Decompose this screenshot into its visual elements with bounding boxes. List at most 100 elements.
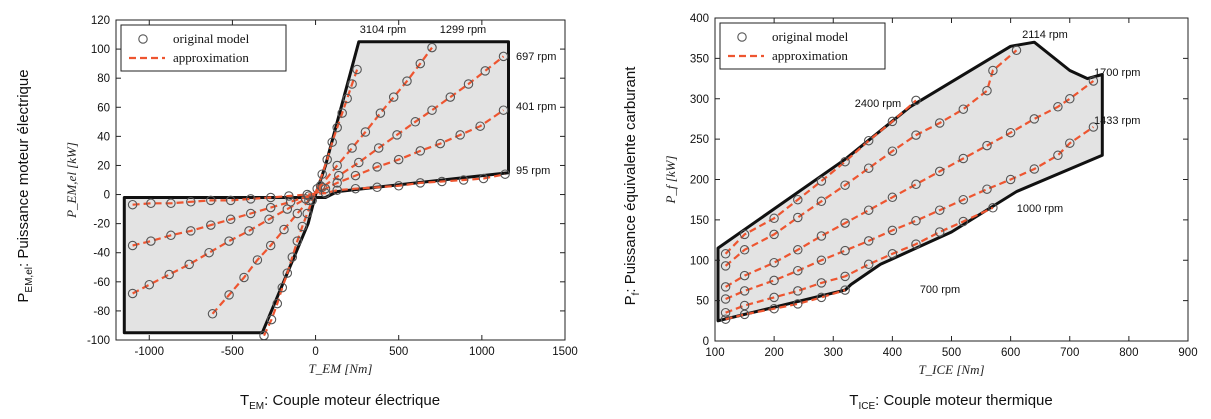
series-1000-rpm [720,203,998,318]
data-point [300,194,311,204]
outer-y-label: Pf: Puissance équivalente carburant [622,66,642,306]
data-point [1005,174,1016,185]
data-point [911,95,921,106]
data-point [265,202,276,213]
data-point [292,208,303,219]
data-point [475,121,485,131]
series-1299-rpm [207,42,437,319]
data-point [1065,94,1075,104]
y-tick-label: 200 [690,175,709,187]
data-point [285,197,296,207]
data-point [958,216,969,227]
data-point [793,212,803,223]
series-2114-rpm [720,45,1022,271]
data-point [127,240,138,251]
data-point [887,116,898,127]
rpm-label: 1700 rpm [1094,67,1140,79]
data-point [769,229,779,240]
data-point [272,298,283,309]
outer-x-label: TICE: Couple moteur thermique [849,392,1052,412]
data-point [437,176,447,187]
data-point [958,153,969,164]
data-point [284,191,294,201]
data-point [206,220,216,230]
data-point [292,236,303,246]
y-tick-label: 120 [91,15,110,27]
data-point [478,173,489,184]
outer-x-label: TEM: Couple moteur électrique [240,392,440,412]
data-point [739,286,750,296]
data-point [840,218,850,228]
series-1700-rpm [720,76,1099,292]
series-697-rpm [127,51,509,299]
data-point [245,208,256,219]
x-tick-label: 900 [1178,347,1197,359]
data-point [164,269,174,280]
rpm-label: 95 rpm [516,165,550,177]
x-tick-label: 500 [942,347,961,359]
data-point [1005,127,1016,138]
x-axis-label: T_EM [Nm] [309,361,373,376]
data-point [793,265,803,276]
data-point [352,64,362,75]
y-tick-label: 0 [104,190,110,202]
axes-frame [115,19,566,341]
data-point [388,92,399,102]
data-point [887,225,898,236]
y-tick-label: 50 [696,296,709,308]
data-point [225,214,236,225]
data-point [184,259,194,270]
data-point [427,42,437,53]
rpm-label: 697 rpm [516,51,556,63]
data-point [225,195,236,206]
data-point [332,185,342,195]
data-point [372,182,382,193]
data-point [375,108,386,118]
data-point [840,285,850,295]
chart-2: 100 200 300 400 500 600 700 800 900 0 50 100 150 200 2… [622,13,1198,412]
data-point [863,236,874,246]
data-point [720,314,731,324]
data-point [982,85,992,96]
legend-box [120,24,287,72]
data-point [347,143,357,153]
data-point [415,58,426,69]
data-point [402,76,412,86]
data-point [146,236,156,246]
data-point [317,169,327,179]
approximation-line [725,80,1095,288]
x-tick-label: 200 [765,347,784,359]
data-point [186,197,196,207]
data-point [463,79,474,89]
x-tick-label: 600 [1001,347,1020,359]
data-point [302,208,312,219]
data-point [146,198,156,209]
data-point [816,255,827,266]
rpm-label: 1299 rpm [440,24,486,36]
data-point [793,194,803,205]
data-point [1029,114,1040,124]
data-point [934,118,945,128]
y-axis-label: P_f [kW] [663,155,678,204]
data-point [863,259,874,270]
data-point [720,307,731,318]
data-point [720,261,731,271]
data-point [739,229,750,240]
data-point [332,178,342,188]
y-tick-label: 20 [97,160,110,172]
data-point [458,175,469,185]
data-point [334,170,344,181]
data-point [350,183,361,194]
legend: original model approximation [120,24,287,72]
data-point [282,268,293,278]
series-2400-rpm [720,95,921,259]
approximation-line [211,46,433,315]
approximation-line [724,49,1018,267]
data-point [793,245,803,255]
x-tick-label: 1000 [469,346,495,358]
series-401-rpm [127,105,509,251]
data-point [863,135,874,146]
y-tick-label: 300 [690,94,709,106]
series-1433-rpm [720,122,1099,304]
x-tick-label: 800 [1119,347,1138,359]
